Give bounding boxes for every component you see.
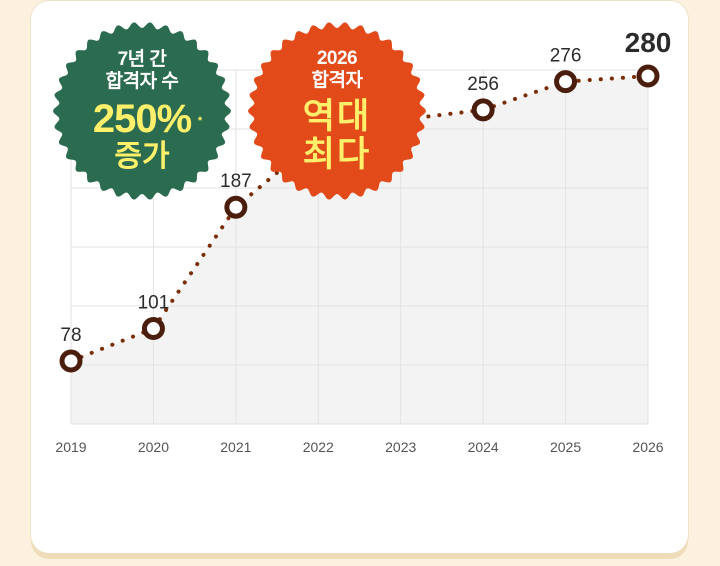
x-tick-label-2020: 2020 — [138, 439, 169, 455]
data-label-2019: 78 — [60, 325, 81, 346]
record-badge: 2026 합격자 역대 최다 — [247, 21, 427, 201]
growth-badge-percent: 250% * — [92, 97, 202, 141]
record-badge-year: 2026 — [316, 48, 358, 69]
data-point-2021 — [224, 195, 248, 219]
chart-area-fill — [71, 76, 648, 424]
data-label-2026: 280 — [625, 27, 672, 58]
record-badge-line2: 합격자 — [311, 70, 363, 91]
asterisk-mark: * — [197, 115, 202, 127]
growth-badge-line2: 합격자 수 — [105, 71, 179, 92]
data-point-2020 — [141, 317, 165, 341]
seal-shape-green — [53, 22, 231, 200]
growth-badge: 7년 간 합격자 수 250% * 증가 — [52, 21, 232, 201]
data-label-2024: 256 — [467, 74, 499, 95]
data-point-2019 — [59, 349, 83, 373]
x-tick-label-2026: 2026 — [632, 439, 663, 455]
data-label-2021: 187 — [220, 171, 252, 192]
series-line — [69, 74, 650, 363]
data-point-2024 — [471, 98, 495, 122]
data-point-2026 — [636, 64, 660, 88]
x-tick-label-2022: 2022 — [303, 439, 334, 455]
x-tick-label-2023: 2023 — [385, 439, 416, 455]
record-badge-big2: 최다 — [302, 135, 372, 174]
data-point-2025 — [554, 70, 578, 94]
record-badge-big1: 역대 — [302, 97, 372, 136]
growth-badge-line1: 7년 간 — [117, 49, 167, 70]
x-tick-label-2025: 2025 — [550, 439, 581, 455]
seal-shape-orange — [248, 22, 426, 200]
growth-badge-suffix: 증가 — [114, 140, 170, 173]
x-tick-label-2024: 2024 — [468, 439, 499, 455]
data-label-2025: 276 — [550, 46, 582, 67]
x-tick-label-2021: 2021 — [220, 439, 251, 455]
data-label-2020: 101 — [138, 293, 170, 314]
x-tick-label-2019: 2019 — [55, 439, 86, 455]
